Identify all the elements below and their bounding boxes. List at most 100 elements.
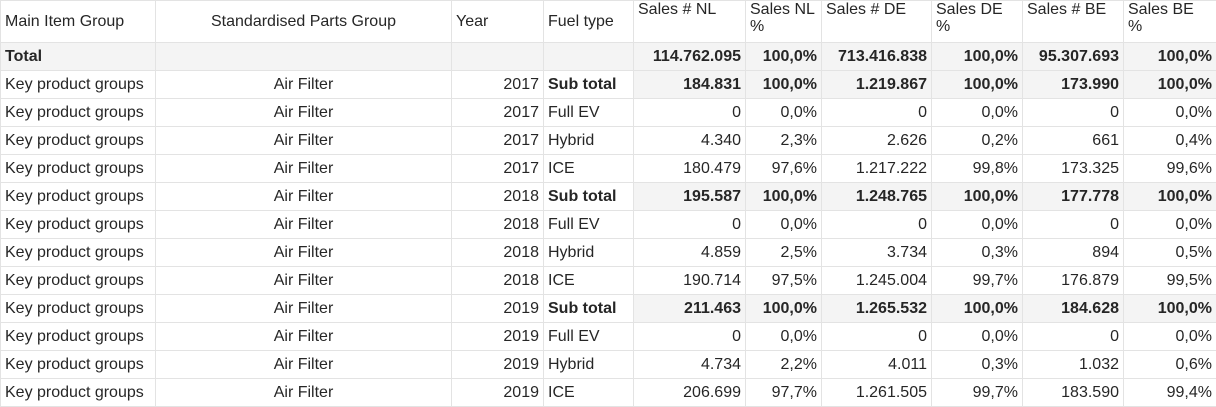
cell-year: 2018 bbox=[452, 267, 544, 295]
cell-sales-de-pct: 100,0% bbox=[932, 295, 1023, 323]
cell-parts-group: Air Filter bbox=[156, 295, 452, 323]
cell-sales-be-pct: 0,0% bbox=[1124, 323, 1216, 351]
cell-parts-group: Air Filter bbox=[156, 211, 452, 239]
cell-sales-be-pct: 99,4% bbox=[1124, 379, 1216, 407]
cell-sales-nl: 206.699 bbox=[634, 379, 746, 407]
total-sales-be: 95.307.693 bbox=[1023, 43, 1124, 71]
cell-fuel-type: Hybrid bbox=[544, 351, 634, 379]
cell-parts-group: Air Filter bbox=[156, 267, 452, 295]
cell-parts-group: Air Filter bbox=[156, 379, 452, 407]
cell-year: 2017 bbox=[452, 155, 544, 183]
cell-sales-de: 4.011 bbox=[822, 351, 932, 379]
cell-main-item-group: Key product groups bbox=[1, 295, 156, 323]
cell-sales-nl-pct: 100,0% bbox=[746, 71, 822, 99]
total-sales-nl-pct: 100,0% bbox=[746, 43, 822, 71]
cell-main-item-group: Key product groups bbox=[1, 351, 156, 379]
cell-sales-de: 0 bbox=[822, 99, 932, 127]
cell-sales-nl: 0 bbox=[634, 323, 746, 351]
total-sales-de-pct: 100,0% bbox=[932, 43, 1023, 71]
cell-sales-be: 173.325 bbox=[1023, 155, 1124, 183]
cell-parts-group: Air Filter bbox=[156, 351, 452, 379]
cell-sales-de-pct: 100,0% bbox=[932, 71, 1023, 99]
cell-sales-de-pct: 0,3% bbox=[932, 239, 1023, 267]
header-fuel-type[interactable]: Fuel type bbox=[544, 1, 634, 43]
cell-parts-group: Air Filter bbox=[156, 323, 452, 351]
cell-sales-de-pct: 99,7% bbox=[932, 379, 1023, 407]
cell-sales-de-pct: 0,0% bbox=[932, 211, 1023, 239]
cell-parts-group: Air Filter bbox=[156, 71, 452, 99]
cell-year: 2017 bbox=[452, 127, 544, 155]
cell-sales-de-pct: 100,0% bbox=[932, 183, 1023, 211]
cell-sales-nl-pct: 2,2% bbox=[746, 351, 822, 379]
cell-sales-nl-pct: 0,0% bbox=[746, 211, 822, 239]
cell-sales-de: 1.245.004 bbox=[822, 267, 932, 295]
header-sales-de[interactable]: Sales # DE bbox=[822, 1, 932, 43]
total-label: Total bbox=[1, 43, 156, 71]
cell-sales-nl-pct: 97,7% bbox=[746, 379, 822, 407]
total-cell bbox=[156, 43, 452, 71]
cell-parts-group: Air Filter bbox=[156, 99, 452, 127]
cell-sales-nl-pct: 2,5% bbox=[746, 239, 822, 267]
cell-sales-be-pct: 100,0% bbox=[1124, 295, 1216, 323]
cell-parts-group: Air Filter bbox=[156, 183, 452, 211]
header-sales-be[interactable]: Sales # BE bbox=[1023, 1, 1124, 43]
cell-main-item-group: Key product groups bbox=[1, 323, 156, 351]
cell-fuel-type: Full EV bbox=[544, 99, 634, 127]
cell-sales-be-pct: 99,6% bbox=[1124, 155, 1216, 183]
cell-fuel-type: Full EV bbox=[544, 323, 634, 351]
cell-sales-nl: 190.714 bbox=[634, 267, 746, 295]
cell-main-item-group: Key product groups bbox=[1, 155, 156, 183]
header-year[interactable]: Year bbox=[452, 1, 544, 43]
total-sales-be-pct: 100,0% bbox=[1124, 43, 1216, 71]
cell-sales-be: 184.628 bbox=[1023, 295, 1124, 323]
cell-sales-de: 1.217.222 bbox=[822, 155, 932, 183]
header-sales-nl[interactable]: Sales # NL bbox=[634, 1, 746, 43]
cell-fuel-type: Full EV bbox=[544, 211, 634, 239]
cell-sales-nl: 0 bbox=[634, 211, 746, 239]
cell-sales-nl: 4.340 bbox=[634, 127, 746, 155]
cell-sales-be: 0 bbox=[1023, 211, 1124, 239]
cell-sales-nl: 195.587 bbox=[634, 183, 746, 211]
cell-fuel-type: Sub total bbox=[544, 71, 634, 99]
cell-sales-de: 2.626 bbox=[822, 127, 932, 155]
cell-sales-de: 3.734 bbox=[822, 239, 932, 267]
cell-main-item-group: Key product groups bbox=[1, 379, 156, 407]
cell-sales-be: 0 bbox=[1023, 99, 1124, 127]
cell-sales-nl-pct: 97,5% bbox=[746, 267, 822, 295]
header-sales-de-pct[interactable]: Sales DE % bbox=[932, 1, 1023, 43]
header-main-item-group[interactable]: Main Item Group bbox=[1, 1, 156, 43]
cell-sales-be-pct: 0,6% bbox=[1124, 351, 1216, 379]
header-sales-nl-pct[interactable]: Sales NL % bbox=[746, 1, 822, 43]
cell-sales-de: 0 bbox=[822, 323, 932, 351]
cell-year: 2018 bbox=[452, 211, 544, 239]
cell-main-item-group: Key product groups bbox=[1, 183, 156, 211]
cell-sales-be-pct: 0,4% bbox=[1124, 127, 1216, 155]
header-sales-be-pct[interactable]: Sales BE % bbox=[1124, 1, 1216, 43]
cell-sales-be-pct: 0,0% bbox=[1124, 99, 1216, 127]
cell-main-item-group: Key product groups bbox=[1, 267, 156, 295]
cell-main-item-group: Key product groups bbox=[1, 99, 156, 127]
total-cell bbox=[544, 43, 634, 71]
cell-parts-group: Air Filter bbox=[156, 127, 452, 155]
cell-sales-be: 1.032 bbox=[1023, 351, 1124, 379]
cell-sales-de-pct: 0,0% bbox=[932, 99, 1023, 127]
cell-year: 2018 bbox=[452, 183, 544, 211]
cell-parts-group: Air Filter bbox=[156, 239, 452, 267]
cell-sales-nl: 180.479 bbox=[634, 155, 746, 183]
header-standardised-parts-group[interactable]: Standardised Parts Group bbox=[156, 1, 452, 43]
cell-sales-be-pct: 0,0% bbox=[1124, 211, 1216, 239]
cell-sales-nl: 211.463 bbox=[634, 295, 746, 323]
cell-sales-de-pct: 99,8% bbox=[932, 155, 1023, 183]
cell-sales-nl: 184.831 bbox=[634, 71, 746, 99]
cell-sales-de-pct: 99,7% bbox=[932, 267, 1023, 295]
